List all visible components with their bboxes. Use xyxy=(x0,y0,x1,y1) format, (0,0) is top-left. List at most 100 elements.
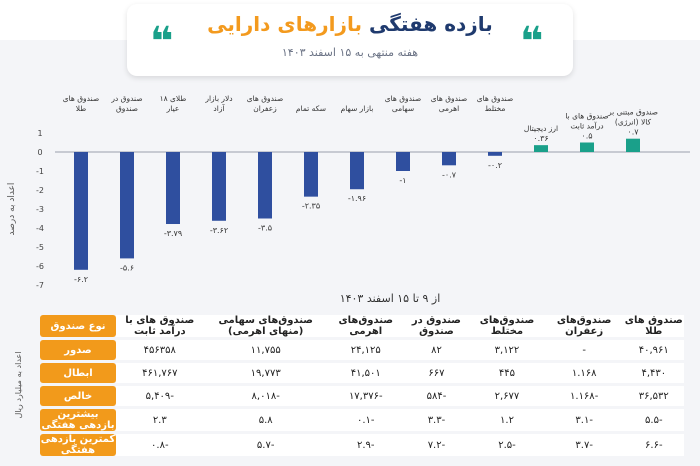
category-label: دلار بازار xyxy=(204,94,232,103)
table-header-row: صندوق های طلا صندوق‌های زعفران صندوق‌های م… xyxy=(40,315,684,337)
table-side-label: اعداد به میلیارد ریال xyxy=(14,351,23,418)
bar xyxy=(74,152,88,270)
table-cell: -۰.۸ xyxy=(116,434,204,456)
table-row: ۴,۴۳۰ ۱.۱۶۸ ۴۴۵ ۶۶۷ ۴۱,۵۰۱ ۱۹,۷۷۳ ۴۶۱,۷۶۷ ابطال xyxy=(40,363,684,383)
column-header: صندوق در صندوق xyxy=(403,315,470,337)
table-cell: ۱۱,۷۵۵ xyxy=(203,340,328,360)
row-label: ابطال xyxy=(40,363,116,383)
category-label: سهامی xyxy=(392,104,414,113)
table-cell: ۳,۱۲۲ xyxy=(469,340,545,360)
table-side-label-text: اعداد به میلیارد ریال xyxy=(14,351,23,418)
category-label: زعفران xyxy=(253,104,277,113)
table-row: -۶.۶ -۳.۷ -۲.۵ -۷.۲ -۲.۹ -۵.۷ -۰.۸ کمترین بازده… xyxy=(40,434,684,456)
category-label: سکه تمام xyxy=(296,104,326,113)
bar-value-label: -۳.۶۲ xyxy=(210,226,228,235)
table-cell: ۸۲ xyxy=(403,340,470,360)
category-label: مختلط xyxy=(485,104,506,113)
table-cell: ۴۴۵ xyxy=(469,363,545,383)
category-label: صندوق مبتنی بر xyxy=(607,108,658,117)
column-header: صندوق‌های زعفران xyxy=(544,315,624,337)
table-cell: ۴,۴۳۰ xyxy=(623,363,684,383)
table-cell: -۶.۶ xyxy=(623,434,684,456)
category-label: طلای ۱۸ xyxy=(160,94,187,103)
category-label: صندوق های xyxy=(247,94,284,103)
category-label: صندوق های xyxy=(477,94,514,103)
bar xyxy=(396,152,410,171)
bar xyxy=(166,152,180,225)
row-label: کمترین بازدهی هفتگی xyxy=(40,434,116,456)
table-cell: ۱.۲ xyxy=(469,409,545,431)
bar xyxy=(534,145,548,152)
table-cell: -۵.۷ xyxy=(203,434,328,456)
bar xyxy=(626,138,640,152)
y-tick-label: 1 xyxy=(37,129,42,138)
bar xyxy=(258,152,272,219)
table-row: -۵.۵ -۳.۱ ۱.۲ -۳.۳ -۰.۱ ۵.۸ ۲.۳ بیشترین بازدهی … xyxy=(40,409,684,431)
category-label: اهرمی xyxy=(439,104,459,113)
category-label: صندوق های xyxy=(385,94,422,103)
table-cell: ۶۶۷ xyxy=(403,363,470,383)
bar-value-label: ۰.۵ xyxy=(581,132,592,141)
funds-table: صندوق های طلا صندوق‌های زعفران صندوق‌های م… xyxy=(40,312,684,459)
table-cell: ۴۵۶۳۵۸ xyxy=(116,340,204,360)
table-cell: ۴۰,۹۶۱ xyxy=(623,340,684,360)
y-tick-label: -2 xyxy=(36,186,44,195)
page-subtitle: هفته منتهی به ۱۵ اسفند ۱۴۰۳ xyxy=(281,46,419,59)
column-header: صندوق‌های اهرمی xyxy=(327,315,404,337)
category-label: صندوق xyxy=(116,104,138,113)
bar-value-label: ۰.۷ xyxy=(627,128,639,137)
bar-value-label: -۶.۲ xyxy=(74,275,88,284)
bar-value-label: -۳.۵ xyxy=(258,224,272,233)
table-cell: - xyxy=(544,340,624,360)
corner-label: نوع صندوق xyxy=(40,315,116,337)
quote-close-icon: ❝ xyxy=(520,19,544,65)
category-label: بازار سهام xyxy=(341,104,374,113)
bar-value-label: -۱ xyxy=(399,176,406,185)
y-tick-label: -4 xyxy=(36,224,44,233)
column-header: صندوق‌های سهامی (منهای اهرمی) xyxy=(203,315,328,337)
bar-value-label: -۵.۶ xyxy=(120,263,134,272)
bar-value-label: -۳.۷۹ xyxy=(164,229,182,238)
column-header: صندوق‌های مختلط xyxy=(469,315,545,337)
title-part-1: بازده هفتگی xyxy=(368,12,493,36)
bar-value-label: -۰.۲ xyxy=(488,161,502,170)
y-axis-label: اعداد به درصد xyxy=(7,183,17,236)
bar xyxy=(350,152,364,190)
table-cell: -۷.۲ xyxy=(403,434,470,456)
table-cell: ۳۶,۵۳۲ xyxy=(623,386,684,406)
category-label: کالا (انرژی) xyxy=(615,118,652,127)
table-cell: -۵.۵ xyxy=(623,409,684,431)
category-label: طلا xyxy=(76,104,86,113)
table-cell: ۴۶۱,۷۶۷ xyxy=(116,363,204,383)
y-tick-label: -1 xyxy=(36,167,44,176)
table-cell: ۱۹,۷۷۳ xyxy=(203,363,328,383)
bar xyxy=(442,152,456,166)
row-label: صدور xyxy=(40,340,116,360)
category-label: صندوق های با xyxy=(565,112,608,121)
table-cell: ۵.۸ xyxy=(203,409,328,431)
table-cell: ۴۱,۵۰۱ xyxy=(327,363,404,383)
title-part-2: بازارهای دارایی xyxy=(207,12,362,36)
table-cell: -۱.۱۶۸ xyxy=(544,386,624,406)
column-header: صندوق های طلا xyxy=(623,315,684,337)
category-label: ارز دیجیتال xyxy=(524,124,558,133)
table-cell: -۱۷,۳۷۶ xyxy=(327,386,404,406)
table-cell: -۵,۴۰۹ xyxy=(116,386,204,406)
bar xyxy=(120,152,134,259)
y-tick-label: -5 xyxy=(36,243,44,252)
y-tick-label: -7 xyxy=(36,281,44,290)
category-label: صندوق های xyxy=(63,94,100,103)
row-label: بیشترین بازدهی هفتگی xyxy=(40,409,116,431)
table-cell: -۰.۱ xyxy=(327,409,404,431)
page-title: بازده هفتگی بازارهای دارایی xyxy=(127,12,573,36)
table-cell: -۳.۷ xyxy=(544,434,624,456)
header-card: بازده هفتگی بازارهای دارایی هفته منتهی ب… xyxy=(127,4,573,76)
table-cell: -۵۸۴ xyxy=(403,386,470,406)
table-cell: ۲.۳ xyxy=(116,409,204,431)
category-label: صندوق های xyxy=(431,94,468,103)
table-cell: -۸,۰۱۸ xyxy=(203,386,328,406)
y-tick-label: -6 xyxy=(36,262,44,271)
table-cell: -۳.۱ xyxy=(544,409,624,431)
